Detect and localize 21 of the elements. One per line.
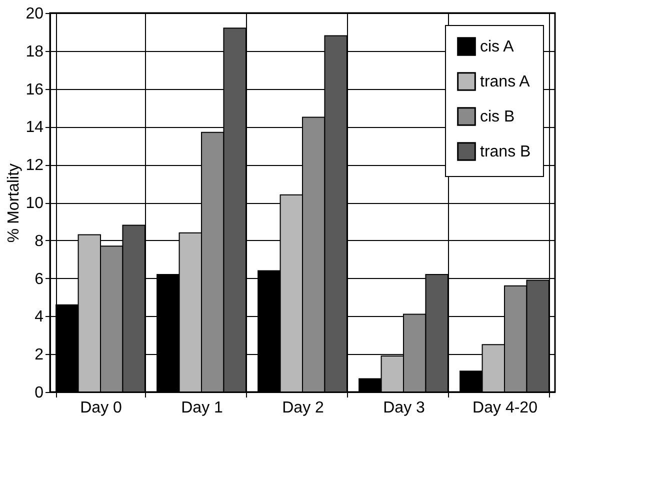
y-tick-label: 18 — [26, 43, 44, 60]
y-tick-label: 16 — [26, 81, 44, 98]
x-tick-label: Day 4-20 — [472, 400, 538, 416]
legend-label: cis B — [480, 108, 515, 126]
x-tick-label: Day 0 — [80, 400, 122, 416]
x-tick-label: Day 2 — [282, 400, 324, 416]
x-tick-label: Day 1 — [181, 400, 223, 416]
legend-label: trans B — [480, 144, 531, 160]
y-tick-label: 12 — [26, 157, 44, 174]
y-tick-label: 10 — [26, 195, 44, 212]
y-tick-label: 6 — [34, 270, 44, 288]
y-tick-label: 8 — [34, 232, 44, 250]
y-tick-label: 20 — [26, 6, 44, 22]
legend-label: trans A — [480, 74, 530, 90]
x-tick-label: Day 3 — [383, 400, 425, 416]
y-tick-label: 14 — [26, 119, 44, 136]
y-tick-label: 0 — [34, 384, 44, 402]
y-axis-title: % Mortality — [6, 163, 23, 243]
y-tick-label: 2 — [34, 346, 44, 364]
legend-label: cis A — [480, 38, 514, 56]
y-tick-label: 4 — [34, 308, 44, 326]
